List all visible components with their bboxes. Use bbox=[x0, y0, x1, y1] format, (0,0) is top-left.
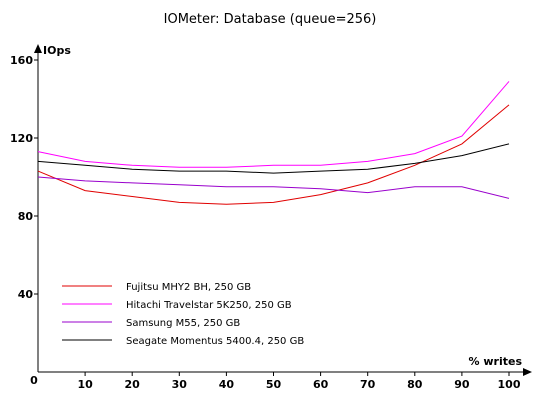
series-line-1 bbox=[37, 104, 510, 205]
series-line-2 bbox=[37, 81, 510, 168]
y-axis-arrow bbox=[34, 44, 42, 53]
x-axis-arrow bbox=[523, 368, 532, 376]
legend-label: Fujitsu MHY2 BH, 250 GB bbox=[126, 282, 251, 293]
legend-label: Samsung M55, 250 GB bbox=[126, 318, 240, 329]
x-axis-label: % writes bbox=[469, 355, 523, 368]
x-tick-label: 50 bbox=[266, 378, 282, 391]
x-tick-label: 100 bbox=[498, 378, 521, 391]
x-tick-label: 90 bbox=[454, 378, 470, 391]
x-tick-label: 20 bbox=[125, 378, 141, 391]
legend-label: Hitachi Travelstar 5K250, 250 GB bbox=[126, 300, 292, 311]
x-tick-label: 40 bbox=[219, 378, 235, 391]
y-tick-label: 160 bbox=[10, 54, 33, 67]
x-tick-label: 10 bbox=[77, 378, 93, 391]
x-tick-label: 0 bbox=[30, 374, 38, 387]
x-tick-label: 30 bbox=[172, 378, 188, 391]
legend: Fujitsu MHY2 BH, 250 GB Hitachi Travelsta… bbox=[62, 282, 304, 347]
y-axis-label: IOps bbox=[43, 44, 71, 57]
chart-title: IOMeter: Database (queue=256) bbox=[164, 12, 377, 27]
y-tick-label: 120 bbox=[10, 132, 33, 145]
series-group bbox=[37, 81, 510, 205]
x-tick-label: 80 bbox=[407, 378, 423, 391]
x-tick-label: 60 bbox=[313, 378, 329, 391]
y-tick-label: 80 bbox=[18, 210, 34, 223]
legend-label: Seagate Momentus 5400.4, 250 GB bbox=[126, 336, 304, 347]
series-line-3 bbox=[37, 176, 510, 199]
series-line-4 bbox=[37, 143, 510, 174]
tick-group: 0 10 20 30 40 50 60 70 80 90 100 40 80 120 160 bbox=[10, 54, 521, 391]
x-tick-label: 70 bbox=[360, 378, 376, 391]
y-tick-label: 40 bbox=[18, 288, 34, 301]
